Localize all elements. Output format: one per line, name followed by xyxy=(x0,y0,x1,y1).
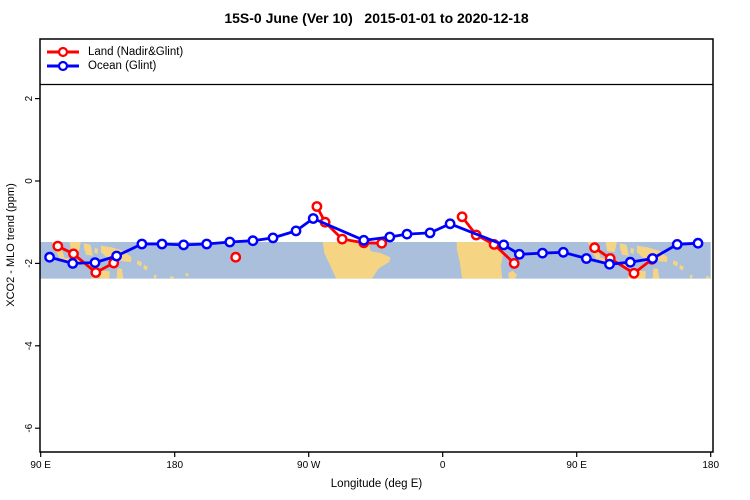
legend: Land (Nadir&Glint) Ocean (Glint) xyxy=(46,45,183,73)
ocean-series-point xyxy=(44,251,55,263)
ocean-series-point xyxy=(201,238,213,250)
land-series-point xyxy=(230,251,242,263)
land-patch-fiji xyxy=(169,276,174,279)
ocean-series-point xyxy=(444,218,456,230)
ocean-series-point xyxy=(557,246,569,258)
x-tick-label: 90 E xyxy=(30,460,51,471)
ocean-series-point xyxy=(136,238,148,250)
ocean-series-point xyxy=(692,237,704,249)
ocean-series-swatch xyxy=(47,60,79,72)
ocean-series-point xyxy=(401,228,413,240)
land-patch-samoa xyxy=(185,273,189,277)
x-tick-label: 180 xyxy=(166,460,183,471)
land-series-line xyxy=(460,215,516,265)
land-patch-vanuatu xyxy=(153,274,157,279)
land-patch-south-america xyxy=(322,242,391,279)
land-patch-solomons-a xyxy=(136,260,142,267)
ocean-series-point xyxy=(358,234,370,246)
ocean-series-line xyxy=(49,217,699,266)
ocean-series-point xyxy=(604,258,615,270)
ocean-series-point xyxy=(537,247,548,259)
y-tick-label: -6 xyxy=(24,423,35,432)
land-series-point xyxy=(456,211,468,223)
land-patch-africa xyxy=(456,242,504,279)
land-patch-moluccas xyxy=(630,247,634,255)
ocean-series-point xyxy=(247,235,259,247)
x-tick-label: 90 W xyxy=(297,460,321,471)
land-patch-solomons-b xyxy=(143,264,148,271)
land-series-point xyxy=(628,267,640,279)
land-series-point xyxy=(68,248,79,260)
ocean-series-point xyxy=(89,257,101,268)
land-patch-sulawesi xyxy=(83,243,93,256)
land-series-point xyxy=(52,240,64,252)
ocean-series-point xyxy=(624,256,636,268)
land-series-point xyxy=(90,267,102,278)
ocean-series-point xyxy=(647,253,658,264)
legend-item-land: Land (Nadir&Glint) xyxy=(46,45,183,59)
land-patch-vanuatu xyxy=(689,274,693,279)
ocean-series-point xyxy=(424,227,436,239)
x-tick-label: 90 E xyxy=(566,460,587,471)
land-series-swatch xyxy=(47,46,79,58)
x-tick-label: 0 xyxy=(440,460,446,471)
legend-item-ocean: Ocean (Glint) xyxy=(46,59,183,73)
land-series-point xyxy=(376,237,388,249)
land-series-line xyxy=(593,246,653,275)
ocean-series-point xyxy=(67,257,79,269)
land-patch-cape-york xyxy=(652,268,660,279)
x-tick-label: 180 xyxy=(702,460,719,471)
land-patch-borneo xyxy=(605,242,617,252)
y-tick-label: -4 xyxy=(24,341,35,350)
land-series-point xyxy=(508,257,520,269)
ocean-series-point xyxy=(156,238,168,250)
ocean-series-point xyxy=(671,238,683,250)
ocean-series-point xyxy=(178,239,190,251)
land-series-point xyxy=(336,233,348,245)
ocean-series-point xyxy=(581,253,592,264)
land-patch-moluccas xyxy=(94,247,98,255)
ocean-series-point xyxy=(267,232,279,244)
ocean-series-point xyxy=(498,239,510,251)
chart-title: 15S-0 June (Ver 10) 2015-01-01 to 2020-1… xyxy=(224,10,529,26)
y-tick-label: 0 xyxy=(24,178,35,184)
legend-label-ocean: Ocean (Glint) xyxy=(88,60,157,72)
y-tick-label: -2 xyxy=(24,259,35,268)
ocean-series-point xyxy=(224,236,236,248)
land-patch-madagascar xyxy=(508,270,518,279)
ocean-series-point xyxy=(307,213,319,224)
legend-label-land: Land (Nadir&Glint) xyxy=(88,46,184,58)
land-patch-fiji xyxy=(705,276,710,279)
ocean-series-point xyxy=(384,231,396,243)
y-axis-title: XCO2 - MLO trend (ppm) xyxy=(5,183,17,307)
plot-border xyxy=(39,38,714,453)
land-series-point xyxy=(589,242,600,254)
land-patch-sulawesi xyxy=(619,243,629,256)
land-patch-cape-york xyxy=(116,268,124,279)
ocean-series-point xyxy=(111,250,123,262)
y-tick-label: 2 xyxy=(24,95,35,101)
land-series-point xyxy=(311,201,323,212)
land-patch-arnhem-land xyxy=(99,270,110,279)
ocean-series-point xyxy=(514,248,525,260)
land-patch-solomons-a xyxy=(672,260,678,267)
land-patch-solomons-b xyxy=(679,264,684,271)
x-axis-title: Longitude (deg E) xyxy=(330,478,423,490)
ocean-series-point xyxy=(290,225,302,237)
